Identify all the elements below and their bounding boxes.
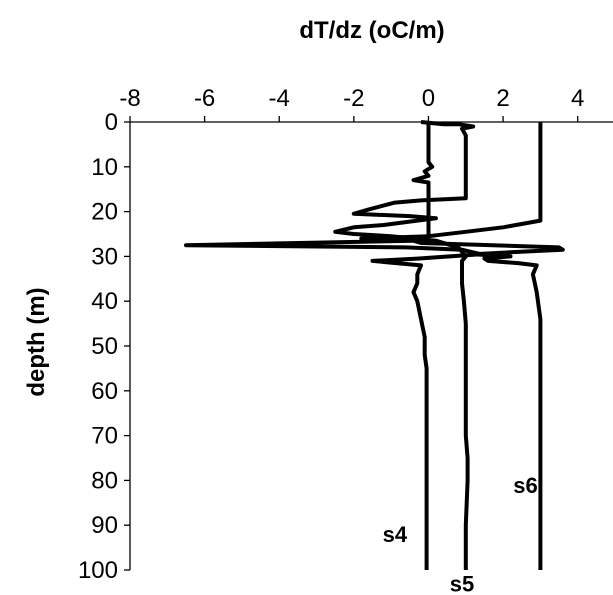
- x-tick-label: 0: [422, 85, 435, 112]
- series-label-s4: s4: [383, 522, 408, 547]
- y-tick-label: 20: [91, 199, 118, 226]
- y-tick-label: 100: [78, 557, 118, 584]
- series-label-s6: s6: [513, 473, 537, 498]
- y-axis-title: depth (m): [23, 287, 50, 396]
- x-tick-label: -4: [269, 85, 290, 112]
- x-tick-label: -6: [194, 85, 215, 112]
- y-tick-label: 0: [105, 109, 118, 136]
- series-label-s5: s5: [450, 571, 474, 595]
- x-tick-label: -8: [119, 85, 140, 112]
- x-tick-label: 4: [571, 85, 584, 112]
- x-axis-title: dT/dz (oC/m): [299, 17, 444, 44]
- series-labels: s4 s5 s6: [383, 473, 538, 595]
- x-tick-label: 2: [496, 85, 509, 112]
- y-tick-label: 70: [91, 423, 118, 450]
- y-tick-label: 90: [91, 512, 118, 539]
- x-tick-label: -2: [343, 85, 364, 112]
- series-line-s5: [333, 120, 476, 570]
- series-group: [184, 120, 565, 570]
- y-tick-label: 80: [91, 467, 118, 494]
- series-line-s6: [411, 122, 565, 570]
- series-line-s4: [184, 122, 483, 570]
- y-tick-label: 10: [91, 154, 118, 181]
- y-tick-label: 40: [91, 288, 118, 315]
- y-tick-label: 60: [91, 378, 118, 405]
- y-tick-label: 50: [91, 333, 118, 360]
- y-tick-label: 30: [91, 243, 118, 270]
